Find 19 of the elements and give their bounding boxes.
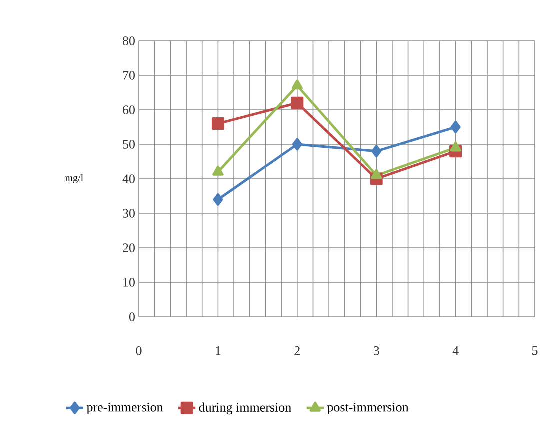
y-tick-label: 10 xyxy=(124,278,135,287)
y-tick-label: 70 xyxy=(123,71,135,80)
y-tick-label: 0 xyxy=(129,312,135,322)
x-tick-label: 1 xyxy=(216,346,221,356)
y-tick-label: 60 xyxy=(123,106,135,114)
x-tick-label: 5 xyxy=(532,346,538,356)
x-tick-label: 3 xyxy=(374,346,380,356)
y-tick-label: 40 xyxy=(122,174,135,184)
legend-label: post-immersion xyxy=(327,403,409,414)
y-tick-label: 30 xyxy=(123,209,135,218)
x-tick-label: 0 xyxy=(136,346,142,356)
x-tick-label: 4 xyxy=(452,346,459,356)
y-tick-label: 20 xyxy=(123,244,135,252)
y-tick-label: 80 xyxy=(122,36,135,46)
legend-label: during immersion xyxy=(199,402,292,415)
x-tick-label: 2 xyxy=(294,346,300,356)
y-tick-label: 50 xyxy=(123,140,135,149)
legend-label: pre-immersion xyxy=(86,403,164,414)
y-axis-title: mg/l xyxy=(65,174,84,184)
